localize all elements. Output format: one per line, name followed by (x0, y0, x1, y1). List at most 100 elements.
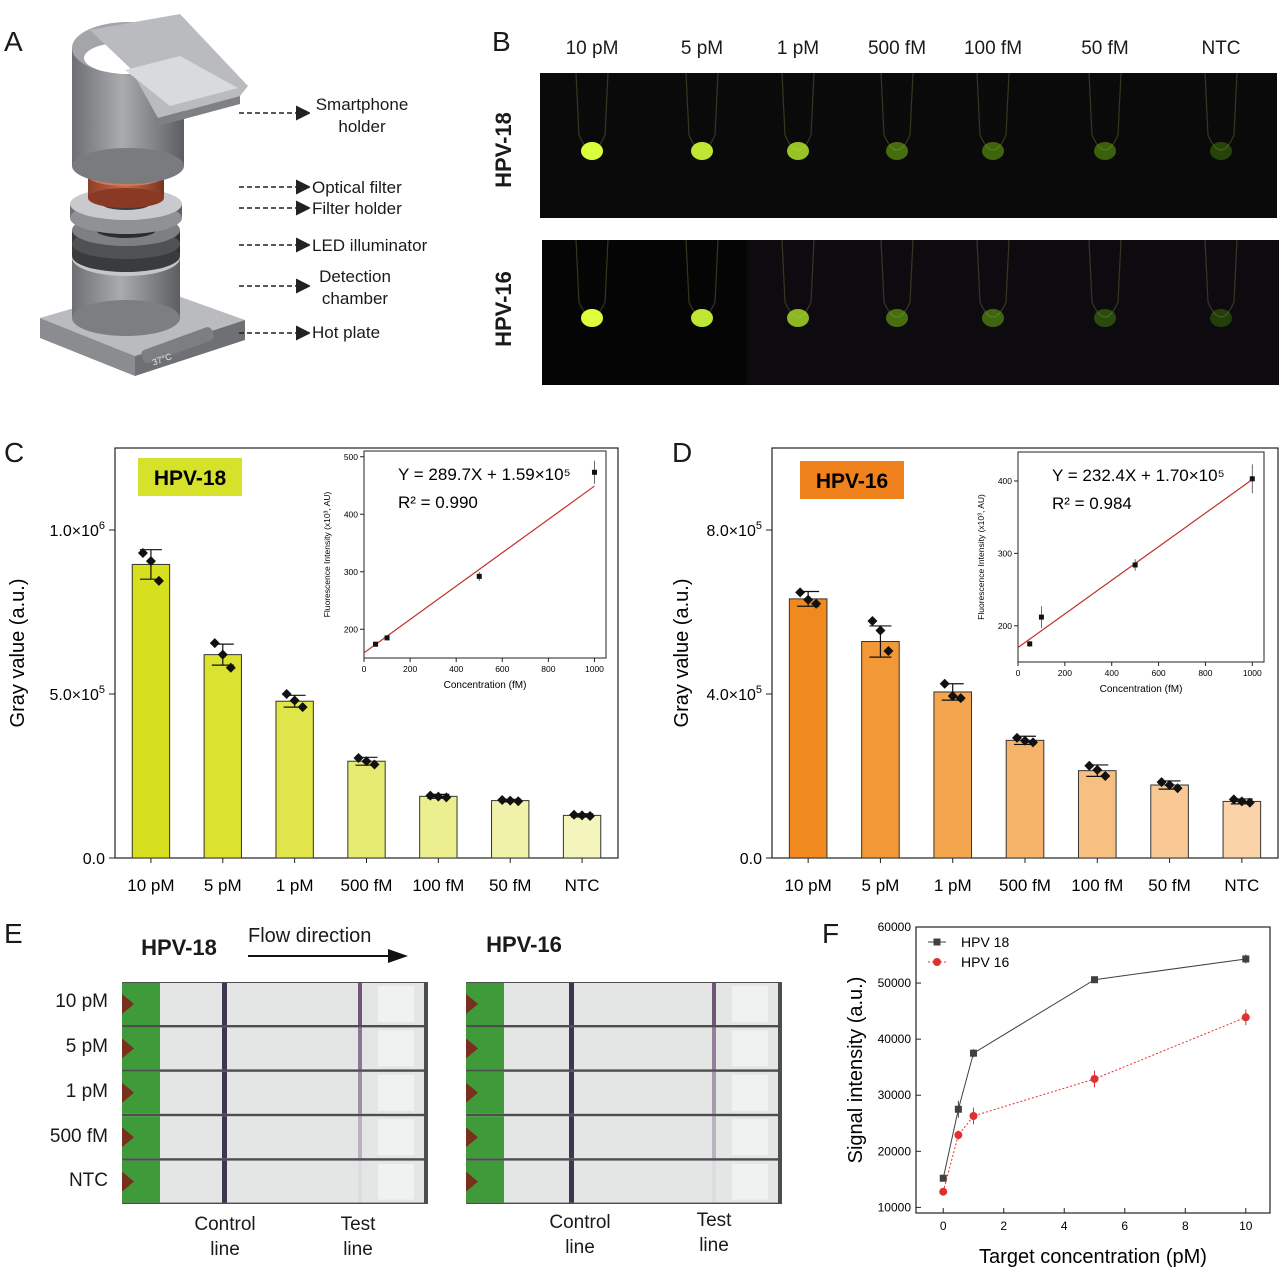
bar (131, 563, 171, 859)
strip-arrow-mark (466, 1127, 478, 1148)
tube-outline (685, 73, 719, 151)
x-tick-label: 1 pM (934, 876, 972, 895)
replicate-point (1012, 732, 1022, 743)
tube-fluorescence (1094, 309, 1116, 327)
strip-absorbent-pad (378, 1163, 414, 1200)
x-tick-label: NTC (1224, 876, 1259, 895)
test-line (358, 983, 362, 1025)
replicate-point (875, 625, 886, 636)
test-line-label-left: Test line (340, 1214, 376, 1260)
tube-fluorescence (1210, 142, 1232, 160)
control-line (222, 1160, 227, 1203)
strip-absorbent-pad (732, 1074, 768, 1111)
data-point (939, 1187, 948, 1196)
control-line (222, 1071, 227, 1114)
inset-x-tick-label: 600 (1151, 668, 1165, 678)
y-tick-label: 50000 (878, 976, 912, 990)
replicate-point (361, 756, 372, 767)
strip-arrow-mark (466, 1082, 478, 1103)
strip-arrow-mark (122, 1082, 134, 1103)
strip-body (466, 1027, 778, 1070)
photo-segment (747, 240, 1279, 385)
series-line (942, 958, 1246, 1179)
test-line (358, 1071, 362, 1114)
y-tick-label: 4.0×105 (706, 684, 762, 704)
tube-fluorescence (787, 309, 809, 327)
y-tick-label: 40000 (878, 1032, 912, 1046)
replicate-point (353, 752, 364, 763)
inset-point (1132, 562, 1138, 568)
strip-row-label: NTC (68, 1170, 108, 1191)
inset-y-tick-label: 500 (344, 452, 358, 462)
tube-concentration-label: 10 pM (565, 38, 619, 59)
inset-point (1038, 614, 1044, 620)
tube-outline (976, 73, 1010, 151)
y-axis-label: Signal intensity (a.u.) (845, 977, 867, 1164)
strip-body (122, 1027, 424, 1070)
tube-fluorescence (1210, 309, 1232, 327)
x-tick-label: 100 fM (1071, 876, 1123, 895)
data-point (954, 1105, 962, 1113)
replicate-point (1228, 794, 1239, 805)
x-tick-label: 5 pM (862, 876, 900, 895)
y-tick-label: 60000 (878, 920, 912, 934)
inset-x-tick-label: 200 (403, 664, 417, 674)
bar (562, 814, 602, 859)
strip-tag-hpv16: HPV-16 (472, 925, 576, 965)
strip-row-label: 10 pM (55, 991, 108, 1012)
replicate-point (1172, 783, 1183, 794)
legend-marker (933, 938, 941, 946)
hot-plate-left (40, 318, 135, 376)
x-tick-label: 5 pM (204, 876, 242, 895)
x-tick-label: 50 fM (489, 876, 532, 895)
label-led-illuminator: LED illuminator (312, 236, 428, 255)
strip-arrow-mark (466, 1171, 478, 1192)
x-tick-label: 1 pM (276, 876, 314, 895)
replicate-point (505, 795, 516, 806)
replicate-point (441, 792, 452, 803)
test-line (358, 1160, 362, 1203)
replicate-point (955, 693, 966, 704)
chart-tag-label: HPV-16 (816, 470, 888, 493)
replicate-point (1244, 797, 1255, 808)
tube-outline (1204, 73, 1238, 151)
replicate-point (297, 702, 308, 713)
strip-absorbent-pad (378, 1030, 414, 1067)
strip-body (466, 1071, 778, 1114)
inset-fit-line (363, 485, 595, 654)
control-line (569, 1160, 574, 1203)
bar (347, 760, 386, 859)
test-line-label-right: Test line (696, 1210, 732, 1256)
replicate-point (497, 794, 508, 805)
strip-arrow-mark (122, 994, 134, 1014)
inset-x-tick-label: 0 (1016, 668, 1021, 678)
strip-body (122, 1071, 424, 1114)
replicate-point (939, 678, 950, 689)
inset-x-tick-label: 200 (1058, 668, 1072, 678)
replicate-point (1020, 735, 1030, 746)
y-tick-label: 30000 (878, 1088, 912, 1102)
bar (933, 691, 973, 859)
plot-frame (915, 926, 1271, 1214)
control-line (569, 1071, 574, 1114)
replicate-point (947, 691, 958, 702)
replicate-point (569, 809, 580, 820)
tube-fluorescence (886, 309, 908, 327)
panel-letter-e: E (4, 918, 23, 949)
strip-absorbent-pad (378, 1074, 414, 1111)
tube-fluorescence (982, 309, 1004, 327)
replicate-point (795, 587, 806, 598)
chart-tag-box (800, 461, 904, 499)
strip-body (122, 1116, 424, 1159)
inset-point (476, 573, 482, 579)
strip-body (466, 1160, 778, 1203)
device-illustration: 37°C (40, 14, 248, 376)
y-tick-label: 10000 (878, 1200, 912, 1214)
replicate-point (217, 649, 228, 660)
x-tick-label: 10 (1239, 1219, 1253, 1233)
strip-absorbent-pad (732, 1163, 768, 1200)
test-line (358, 1116, 362, 1159)
chart-tag-box (138, 458, 242, 496)
replicate-point (1092, 764, 1103, 775)
inset-point (591, 469, 597, 475)
